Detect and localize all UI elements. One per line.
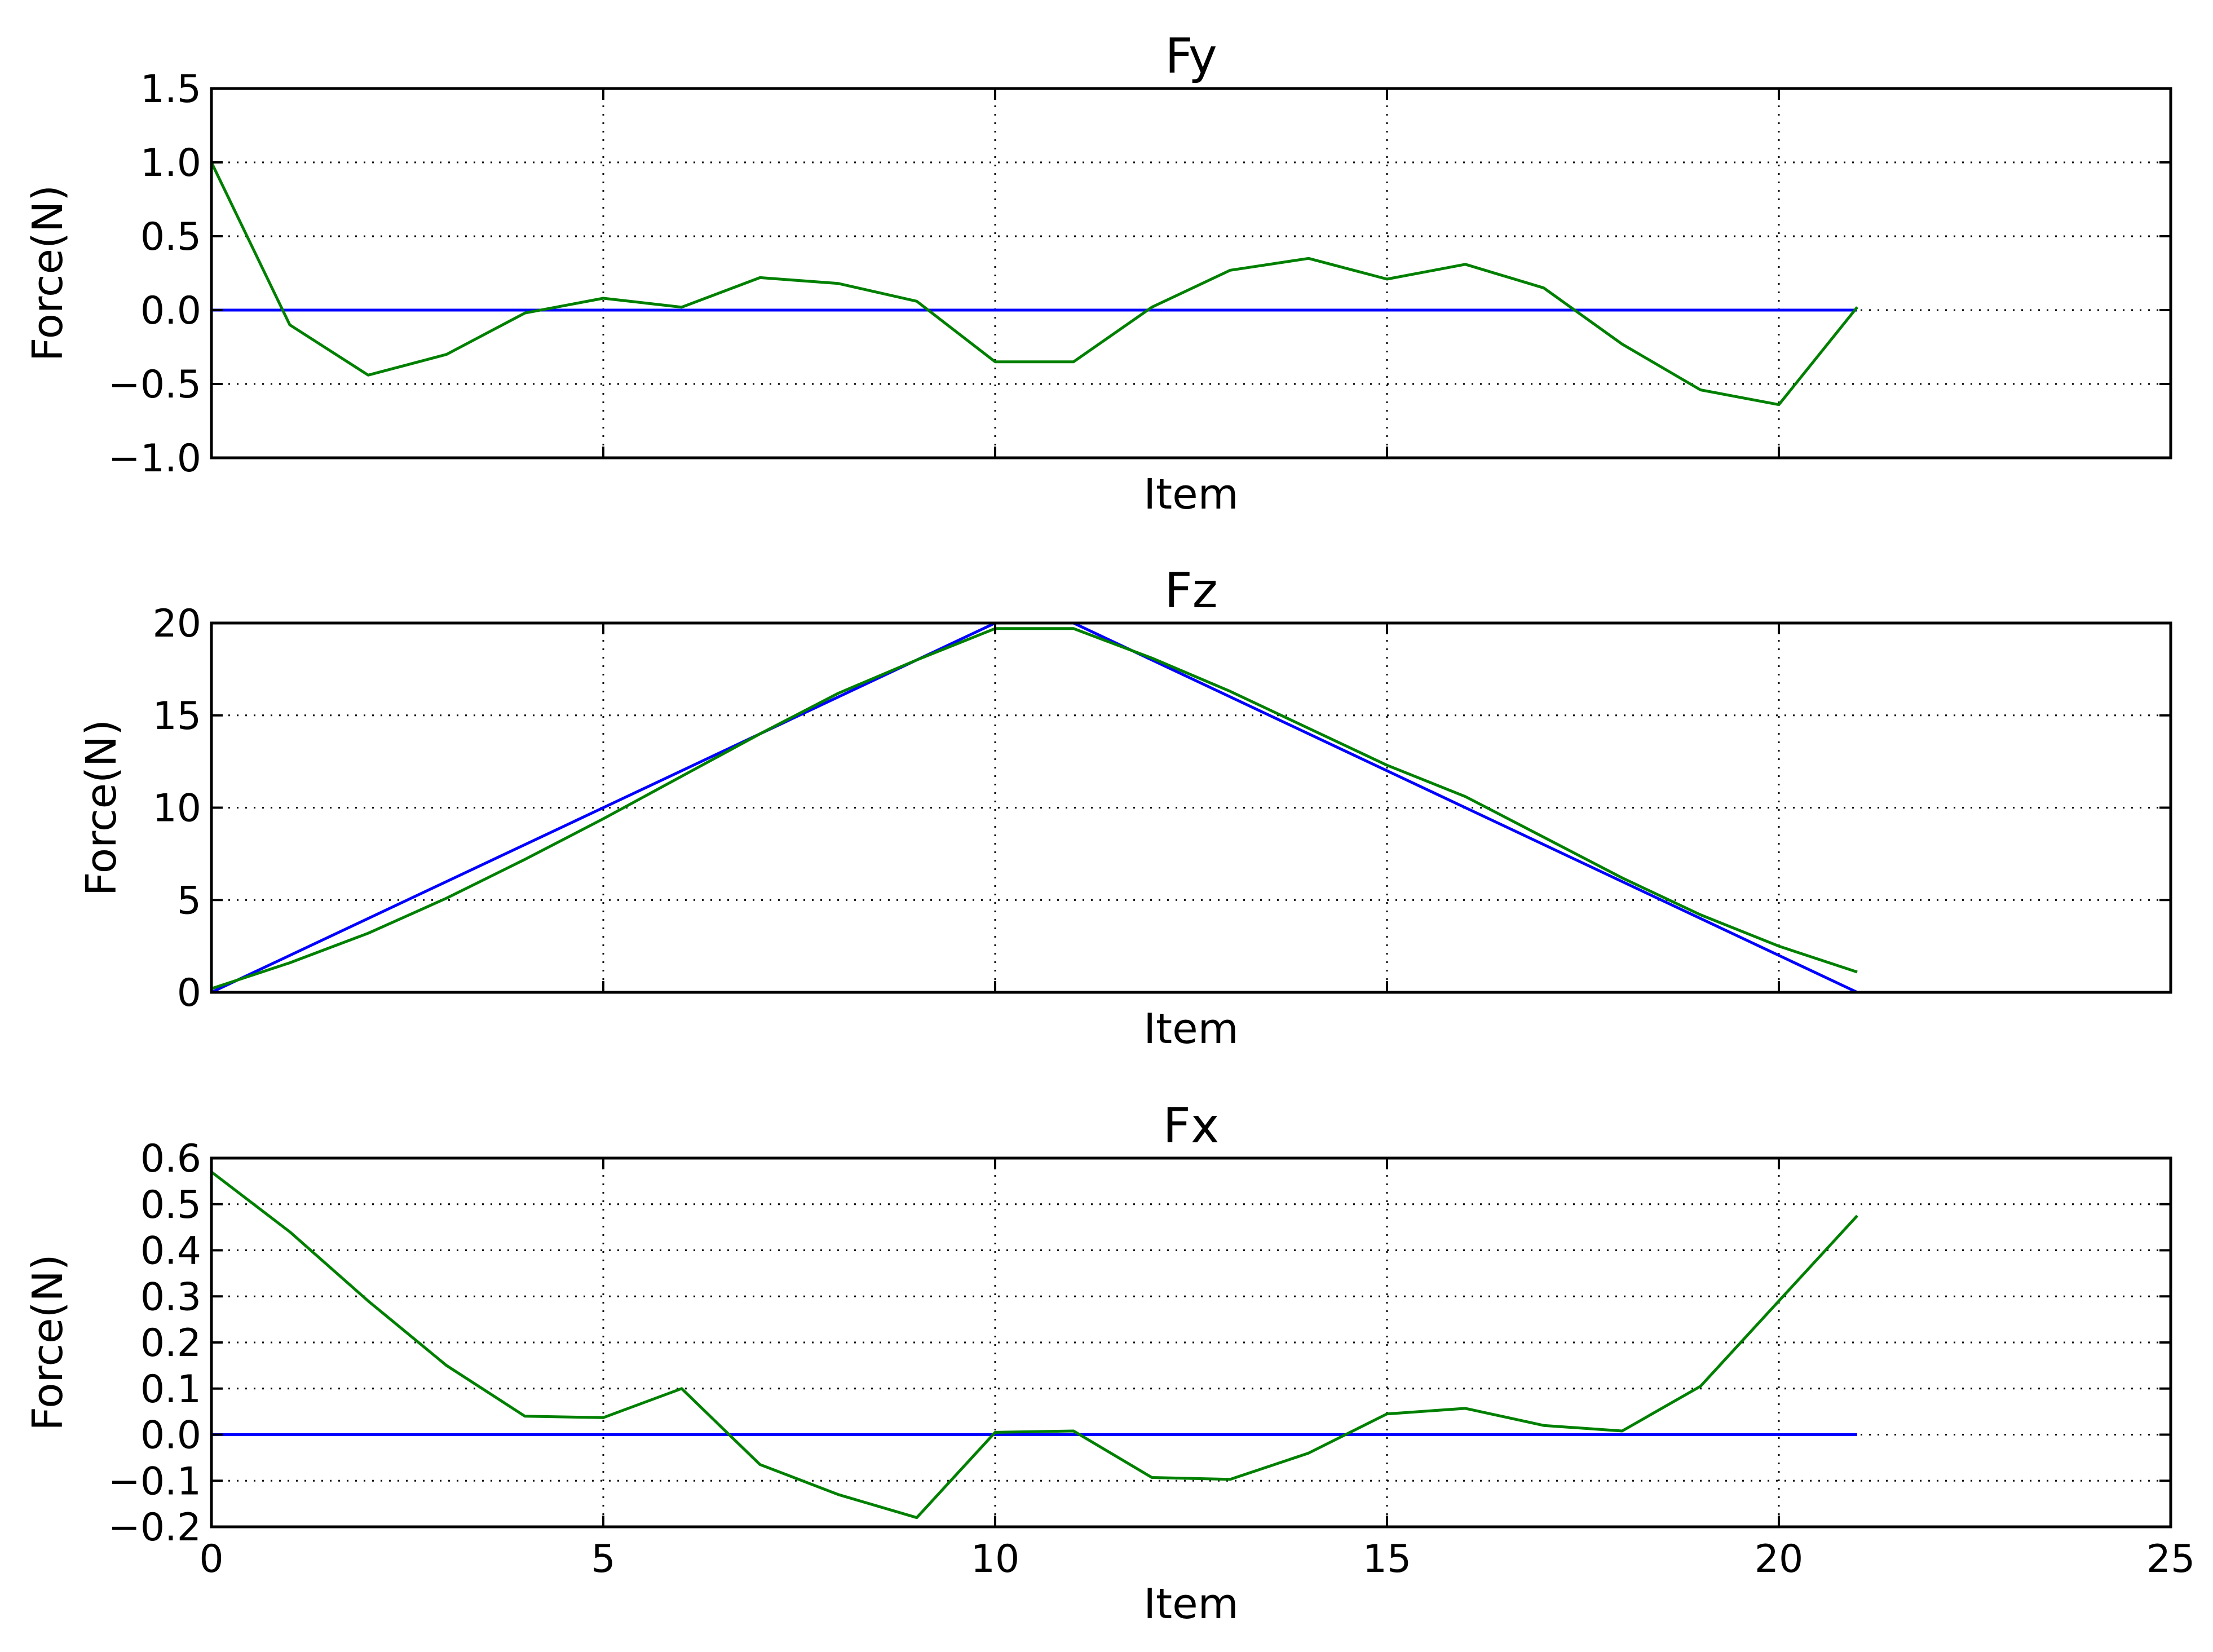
y-tick-label: 0.6 [140,1137,201,1181]
chart-title: Fx [1163,1098,1219,1154]
x-axis-label: Item [1143,470,1238,519]
y-tick-label: 0.1 [140,1367,201,1412]
axes-frame [210,1156,2172,1529]
y-tick-label: 5 [177,878,201,923]
y-tick-label: 0.5 [140,215,201,259]
y-tick-label: 0.3 [140,1275,201,1319]
y-tick-label: −1.0 [108,436,201,481]
y-tick-label: 0.0 [140,1414,201,1458]
y-tick-label: −0.5 [108,363,201,407]
measured-line [210,1170,1858,1520]
x-tick-label: 10 [971,1537,1020,1582]
x-axis-label: Item [1143,1580,1238,1628]
measured-line [211,627,1858,990]
chart-title: Fz [1164,563,1218,619]
y-tick-label: 1.0 [140,141,201,185]
axes-frame [210,87,2172,460]
y-tick-label: 1.5 [140,67,201,112]
y-tick-label: 0.4 [140,1229,201,1274]
x-tick-label: 25 [2146,1537,2196,1582]
y-tick-label: 20 [152,602,201,646]
y-tick-label: −0.1 [108,1459,201,1504]
panel-fx: 0 5 10 15 20 25 0.60.50.40.30.20.10.0−0.1−0.2 F… [24,1098,2195,1628]
y-tick-label: 15 [152,694,201,739]
x-tick-label: 15 [1363,1537,1412,1582]
y-tick-label: 0.0 [140,289,201,333]
x-axis-label: Item [1143,1005,1238,1053]
x-tick-label: 5 [591,1537,615,1582]
x-tick-label: 20 [1755,1537,1804,1582]
y-axis-label: Force(N) [77,719,126,896]
y-axis-label: Force(N) [24,185,72,361]
y-tick-label: 0.2 [140,1321,201,1366]
chart-title: Fy [1165,28,1217,85]
measured-line [210,161,1858,407]
y-axis-label: Force(N) [24,1254,72,1430]
y-tick-label: 10 [152,787,201,831]
panel-fz: 20 15 10 5 0 Fz Item Force(N) [77,563,2172,1053]
panel-fy: 1.5 1.0 0.5 0.0 −0.5 −1.0 Fy Item Force(N) [24,28,2172,519]
y-tick-label: 0 [177,971,201,1015]
y-tick-label: −0.2 [108,1505,201,1550]
y-tick-label: 0.5 [140,1183,201,1227]
x-tick-label: 0 [199,1537,223,1582]
